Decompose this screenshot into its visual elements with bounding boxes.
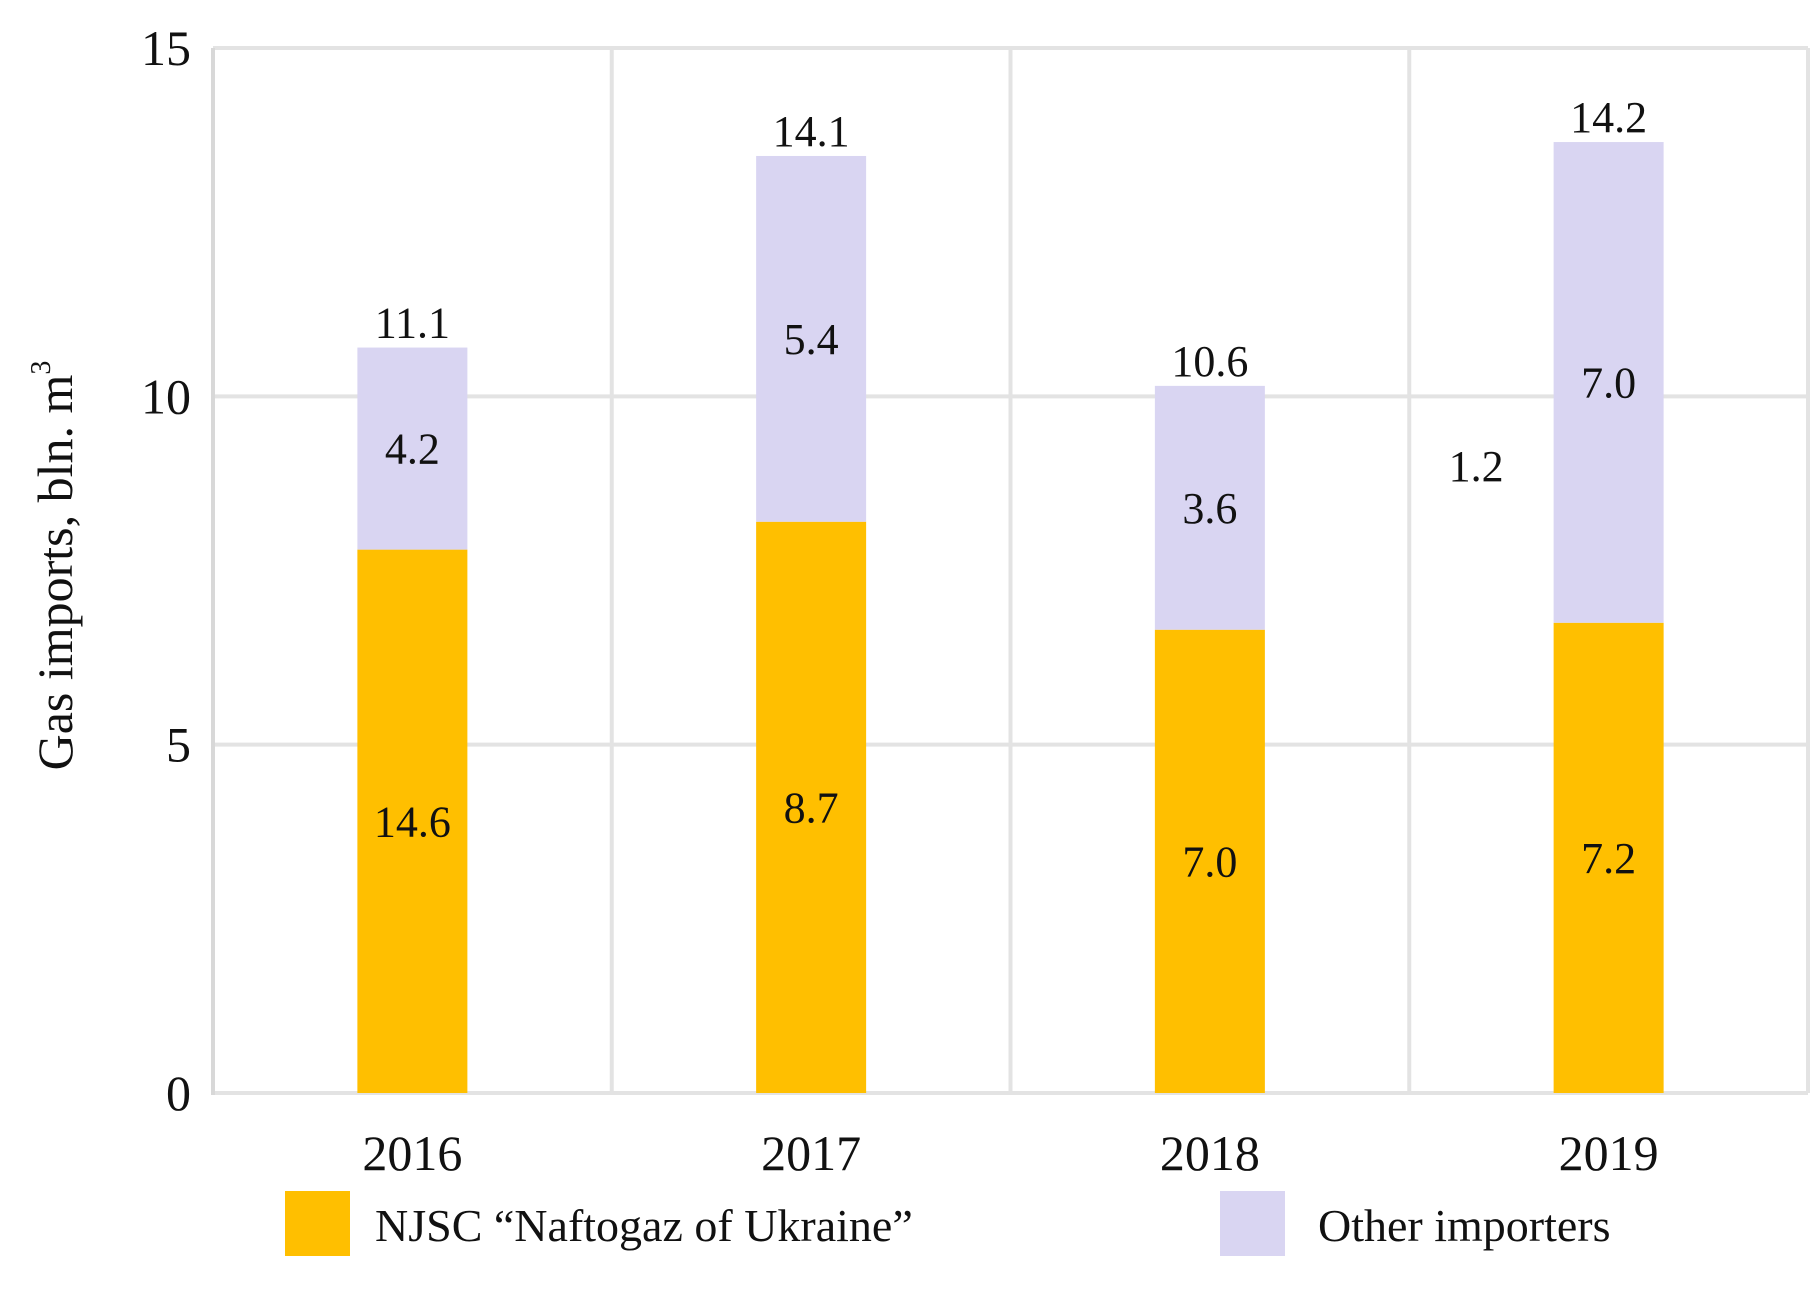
bars	[357, 142, 1664, 1093]
segment-label-other-2018: 3.6	[1182, 484, 1237, 533]
legend-swatch-other	[1220, 1191, 1285, 1256]
x-tick-label: 2019	[1559, 1125, 1659, 1181]
segment-label-other-2016: 4.2	[385, 425, 440, 474]
y-axis-title-superscript: 3	[26, 361, 57, 375]
segment-label-other-2019: 7.0	[1581, 358, 1636, 407]
total-label-2016: 11.1	[375, 299, 450, 348]
bar-other-2016	[357, 347, 468, 550]
y-tick-label: 15	[141, 20, 191, 76]
total-label-2017: 14.1	[773, 107, 850, 156]
x-tick-label: 2018	[1160, 1125, 1260, 1181]
x-tick-label: 2017	[761, 1125, 861, 1181]
segment-label-naftogaz-2017: 8.7	[784, 783, 839, 832]
labels: 14.6 4.2 11.1 8.7 5.4 14.1 7.0 3.6 10.6 7.2 7.0 14.…	[374, 93, 1647, 886]
total-label-2018: 10.6	[1171, 337, 1248, 386]
segment-label-naftogaz-2018: 7.0	[1182, 837, 1237, 886]
legend-label-naftogaz: NJSC “Naftogaz of Ukraine”	[375, 1200, 913, 1251]
y-tick-label: 0	[166, 1065, 191, 1121]
bar-naftogaz-2016	[357, 549, 468, 1093]
y-axis-title: Gas imports, bln. m3	[26, 361, 83, 771]
legend-label-other: Other importers	[1318, 1200, 1611, 1251]
segment-label-naftogaz-2019: 7.2	[1581, 834, 1636, 883]
total-label-2019: 14.2	[1570, 93, 1647, 142]
bar-other-2017	[756, 155, 867, 522]
y-tick-label: 5	[166, 717, 191, 773]
axes: 0 5 10 15 2016 2017 2018 2019 Gas imports, bln. …	[26, 20, 1659, 1181]
segment-label-naftogaz-2016: 14.6	[374, 797, 451, 846]
bar-other-2019	[1553, 142, 1664, 623]
bar-naftogaz-2018	[1154, 629, 1265, 1093]
legend-swatch-naftogaz	[285, 1191, 350, 1256]
bar-naftogaz-2019	[1553, 622, 1664, 1093]
segment-label-other-2017: 5.4	[784, 315, 839, 364]
bar-other-2018	[1154, 385, 1265, 630]
annotation-label-2019: 1.2	[1449, 442, 1504, 491]
x-tick-label: 2016	[362, 1125, 462, 1181]
legend: NJSC “Naftogaz of Ukraine” Other importer…	[285, 1191, 1611, 1256]
y-tick-label: 10	[141, 368, 191, 424]
bar-naftogaz-2017	[756, 521, 867, 1093]
